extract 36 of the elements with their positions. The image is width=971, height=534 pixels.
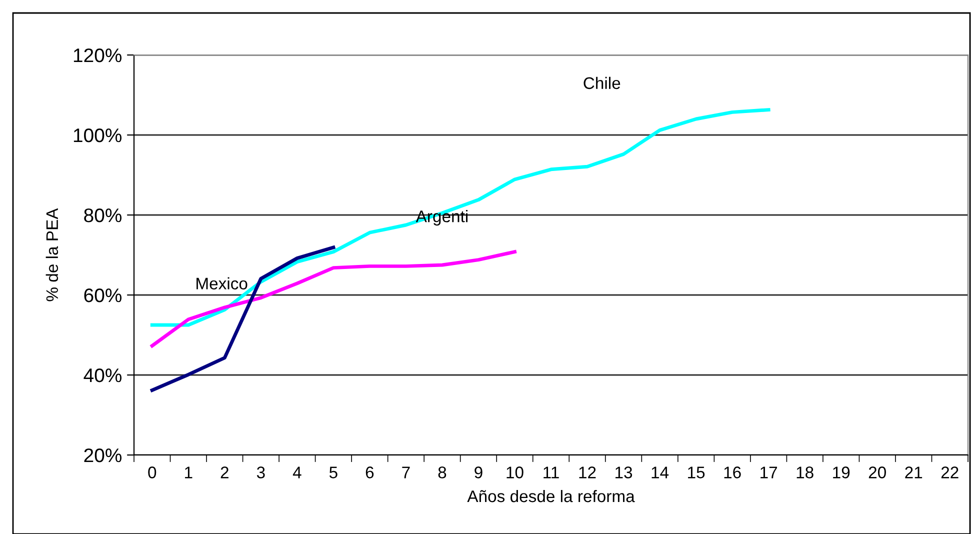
y-tick-label: 80% bbox=[84, 208, 122, 222]
x-tick-label: 16 bbox=[724, 466, 741, 478]
line-series bbox=[150, 108, 770, 327]
y-tick-label: 20% bbox=[84, 448, 122, 462]
x-tick-label: 17 bbox=[760, 466, 777, 478]
x-tick-label: 7 bbox=[402, 466, 410, 478]
x-tick-label: 12 bbox=[579, 466, 596, 478]
x-tick-label: 22 bbox=[941, 466, 958, 478]
annotation: Mexico bbox=[196, 277, 248, 290]
x-tick-label: 19 bbox=[833, 466, 850, 478]
x-tick-label: 10 bbox=[506, 466, 524, 478]
y-tick-label: 120% bbox=[74, 48, 122, 62]
x-tick-label: 0 bbox=[148, 466, 156, 478]
x-tick-label: 6 bbox=[366, 466, 374, 478]
line-series bbox=[150, 250, 516, 348]
y-tick-label: 100% bbox=[74, 128, 122, 142]
y-tick-label: 60% bbox=[84, 288, 122, 302]
x-tick-label: 18 bbox=[796, 466, 814, 478]
y-tick-label: 40% bbox=[84, 368, 122, 382]
x-tick-label: 2 bbox=[220, 466, 228, 478]
x-tick-label: 8 bbox=[438, 466, 446, 478]
line-series bbox=[150, 246, 336, 392]
x-tick-label: 21 bbox=[905, 466, 922, 478]
x-tick-label: 15 bbox=[688, 466, 705, 478]
x-tick-label: 5 bbox=[329, 466, 338, 478]
x-tick-label: 20 bbox=[868, 466, 886, 478]
x-tick-label: 9 bbox=[474, 466, 482, 478]
y-axis-title: % de la PEA bbox=[46, 208, 58, 302]
x-axis-title: Años desde la reforma bbox=[467, 490, 635, 502]
annotation: Chile bbox=[584, 76, 620, 90]
x-tick-label: 1 bbox=[185, 466, 192, 478]
x-tick-label: 14 bbox=[652, 466, 669, 478]
x-tick-label: 11 bbox=[544, 466, 559, 478]
x-tick-label: 4 bbox=[292, 466, 302, 478]
x-tick-label: 13 bbox=[616, 466, 632, 478]
x-tick-label: 3 bbox=[256, 466, 265, 478]
